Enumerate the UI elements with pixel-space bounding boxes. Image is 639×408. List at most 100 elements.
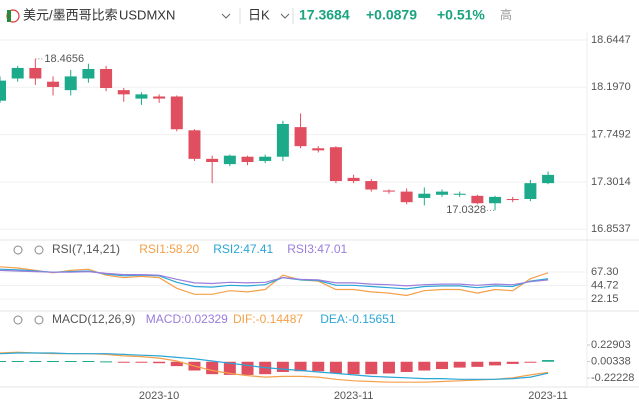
flag-stripe bbox=[7, 10, 11, 22]
macd-bar bbox=[312, 361, 325, 372]
candle-body bbox=[117, 90, 130, 95]
candle-body bbox=[241, 156, 254, 163]
candle-body bbox=[47, 81, 60, 87]
gear-icon[interactable] bbox=[34, 245, 44, 255]
macd-bar bbox=[206, 361, 219, 375]
candle-body bbox=[365, 181, 378, 190]
candle-body bbox=[135, 94, 148, 99]
macd-bar bbox=[135, 361, 148, 363]
macd-bar bbox=[241, 361, 254, 375]
macd-bar bbox=[365, 361, 378, 375]
candle-body bbox=[100, 68, 113, 89]
x-tick-label: 2023-11 bbox=[528, 390, 568, 402]
change: +0.0879 bbox=[366, 7, 417, 23]
y-tick-label: 18.6447 bbox=[591, 34, 631, 46]
legend-entry: DIF:-0.14487 bbox=[233, 312, 303, 326]
candle-body bbox=[170, 96, 183, 130]
candle-body bbox=[188, 130, 201, 159]
macd-bar bbox=[223, 361, 236, 375]
y-tick-label: 0.00338 bbox=[591, 355, 631, 367]
candle-body bbox=[64, 76, 77, 91]
symbol-code[interactable]: USDMXN bbox=[119, 7, 175, 22]
eye-icon[interactable] bbox=[13, 245, 23, 255]
candle-body bbox=[82, 68, 95, 79]
candle-body bbox=[506, 199, 519, 201]
macd-bar bbox=[117, 361, 130, 363]
change-pct: +0.51% bbox=[437, 7, 485, 23]
candle-body bbox=[418, 193, 431, 198]
x-tick-label: 2023-10 bbox=[139, 390, 179, 402]
candle-body bbox=[11, 67, 24, 79]
macd-bar bbox=[276, 361, 289, 372]
candle-body bbox=[453, 193, 466, 195]
candle-body bbox=[276, 123, 289, 157]
dropdown-arrow[interactable] bbox=[280, 13, 290, 19]
candle-body bbox=[489, 196, 502, 204]
macd-bar bbox=[29, 361, 42, 363]
candle-body bbox=[524, 183, 537, 200]
macd-bar bbox=[64, 361, 77, 363]
macd-bar bbox=[347, 361, 360, 375]
panel-title: RSI(7,14,21) bbox=[52, 242, 120, 256]
candle-body bbox=[312, 148, 325, 151]
low-annotation: 17.0328 bbox=[446, 204, 486, 216]
macd-bar bbox=[329, 361, 342, 374]
candle-body bbox=[259, 156, 272, 161]
candle-body bbox=[382, 190, 395, 192]
macd-bar bbox=[506, 361, 519, 364]
y-tick-label: 67.30 bbox=[591, 266, 619, 278]
period[interactable]: 日K bbox=[248, 7, 270, 22]
dropdown-arrow[interactable] bbox=[221, 13, 231, 19]
legend-entry: RSI3:47.01 bbox=[287, 242, 347, 256]
legend-entry: RSI2:47.41 bbox=[213, 242, 273, 256]
legend-entry: DEA:-0.15651 bbox=[320, 312, 396, 326]
candle-body bbox=[206, 158, 219, 163]
y-tick-label: 44.72 bbox=[591, 279, 619, 291]
y-tick-label: 22.15 bbox=[591, 293, 619, 305]
gear-icon[interactable] bbox=[34, 315, 44, 325]
macd-bar bbox=[47, 361, 60, 363]
y-tick-label: 17.7492 bbox=[591, 129, 631, 141]
macd-bar bbox=[170, 361, 183, 367]
macd-bar bbox=[524, 361, 537, 363]
macd-bar bbox=[294, 361, 307, 372]
series-line bbox=[0, 266, 549, 297]
eye-icon[interactable] bbox=[13, 315, 23, 325]
macd-bar bbox=[153, 361, 166, 364]
candle-body bbox=[0, 80, 6, 101]
price: 17.3684 bbox=[299, 7, 350, 23]
candle-body bbox=[29, 67, 42, 79]
candle-body bbox=[436, 191, 448, 195]
candle-body bbox=[347, 177, 360, 182]
macd-bar bbox=[82, 361, 95, 363]
macd-bar bbox=[542, 360, 555, 362]
macd-bar bbox=[382, 361, 395, 374]
legend-entry: RSI1:58.20 bbox=[139, 242, 199, 256]
candle-body bbox=[542, 174, 555, 184]
macd-bar bbox=[100, 361, 113, 363]
macd-bar bbox=[453, 361, 466, 368]
candle-body bbox=[471, 195, 484, 204]
high-annotation: 18.4656 bbox=[44, 53, 84, 65]
macd-bar bbox=[489, 361, 502, 366]
panel-title: MACD(12,26,9) bbox=[52, 312, 135, 326]
x-tick-label: 2023-11 bbox=[334, 390, 374, 402]
candle-body bbox=[400, 191, 413, 203]
legend-entry: MACD:0.02329 bbox=[146, 312, 228, 326]
candle-body bbox=[223, 155, 236, 165]
series-line bbox=[0, 269, 549, 287]
macd-bar bbox=[0, 361, 6, 363]
y-tick-label: -0.22228 bbox=[591, 372, 634, 384]
high-label: 高 bbox=[500, 7, 512, 22]
macd-bar bbox=[418, 361, 431, 371]
symbol-name[interactable]: 美元/墨西哥比索 bbox=[23, 7, 118, 22]
macd-bar bbox=[11, 361, 24, 363]
y-tick-label: 0.22903 bbox=[591, 339, 631, 351]
candle-body bbox=[329, 147, 342, 182]
series-line bbox=[0, 352, 549, 380]
y-tick-label: 17.3014 bbox=[591, 176, 631, 188]
y-tick-label: 16.8537 bbox=[591, 223, 631, 235]
macd-bar bbox=[471, 361, 484, 367]
